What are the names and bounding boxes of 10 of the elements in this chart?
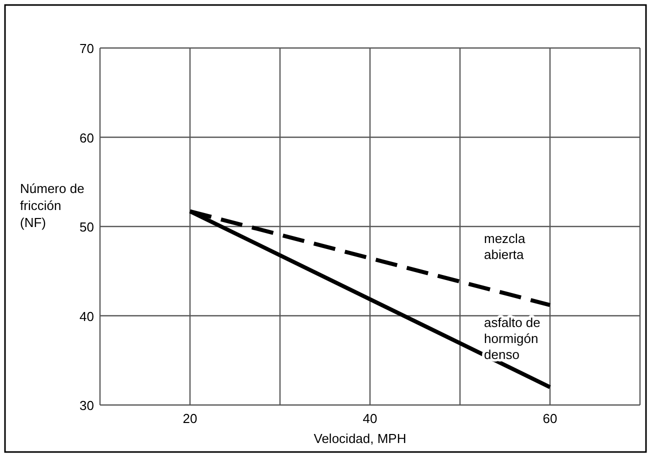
y-tick-label: 30: [80, 398, 94, 413]
x-axis-title: Velocidad, MPH: [314, 431, 406, 446]
y-tick-label: 70: [80, 41, 94, 56]
x-tick-label: 40: [362, 411, 378, 426]
series-label: mezcla abierta: [484, 231, 526, 262]
x-tick-label: 60: [542, 411, 558, 426]
x-tick-label: 20: [182, 411, 198, 426]
y-tick-label: 50: [80, 220, 94, 234]
y-tick-label: 40: [80, 308, 94, 324]
y-tick-label: 60: [80, 130, 94, 146]
